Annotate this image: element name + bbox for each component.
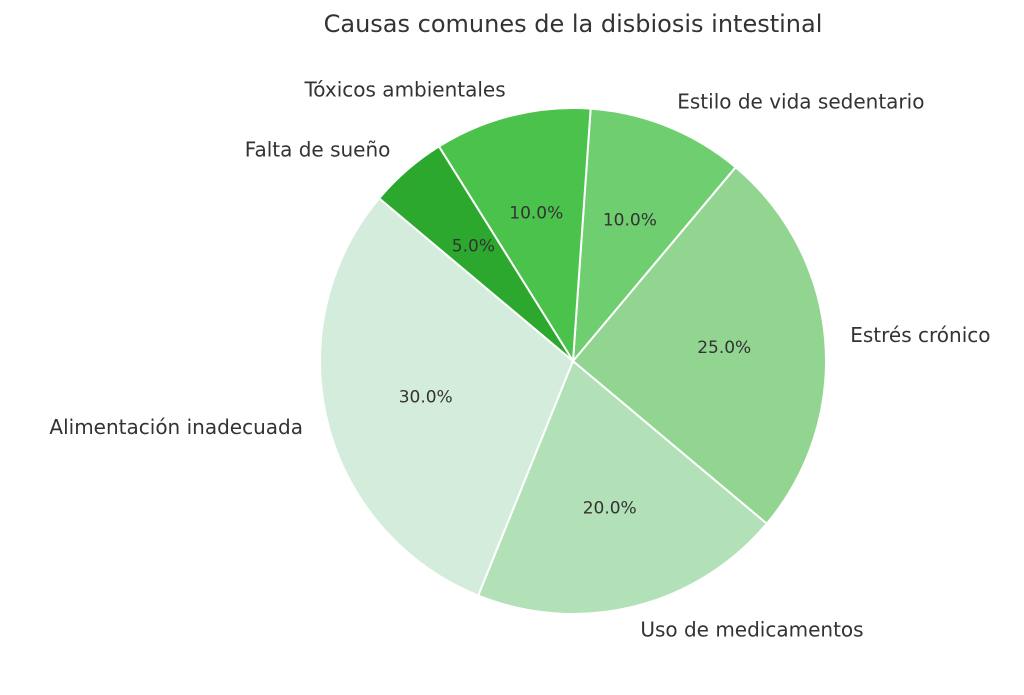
- value-label: 25.0%: [697, 338, 751, 358]
- slice-label: Tóxicos ambientales: [303, 77, 505, 101]
- pie-slice: [476, 359, 769, 615]
- value-label: 30.0%: [399, 388, 453, 408]
- pie-slice: [437, 107, 592, 365]
- pie-slice: [319, 196, 575, 597]
- value-label: 5.0%: [452, 236, 495, 256]
- value-label: 20.0%: [583, 498, 637, 518]
- value-label: 10.0%: [509, 204, 563, 224]
- slice-label: Alimentación inadecuada: [49, 415, 303, 439]
- chart-title: Causas comunes de la disbiosis intestina…: [324, 10, 823, 38]
- value-label: 10.0%: [603, 210, 657, 230]
- slice-label: Uso de medicamentos: [640, 618, 863, 642]
- slice-label: Estilo de vida sedentario: [677, 89, 924, 113]
- pie-slice: [571, 107, 738, 365]
- slice-label: Estrés crónico: [850, 323, 990, 347]
- pie-slice: [377, 145, 574, 362]
- slice-label: Falta de sueño: [245, 137, 391, 161]
- pie-slice: [571, 165, 827, 526]
